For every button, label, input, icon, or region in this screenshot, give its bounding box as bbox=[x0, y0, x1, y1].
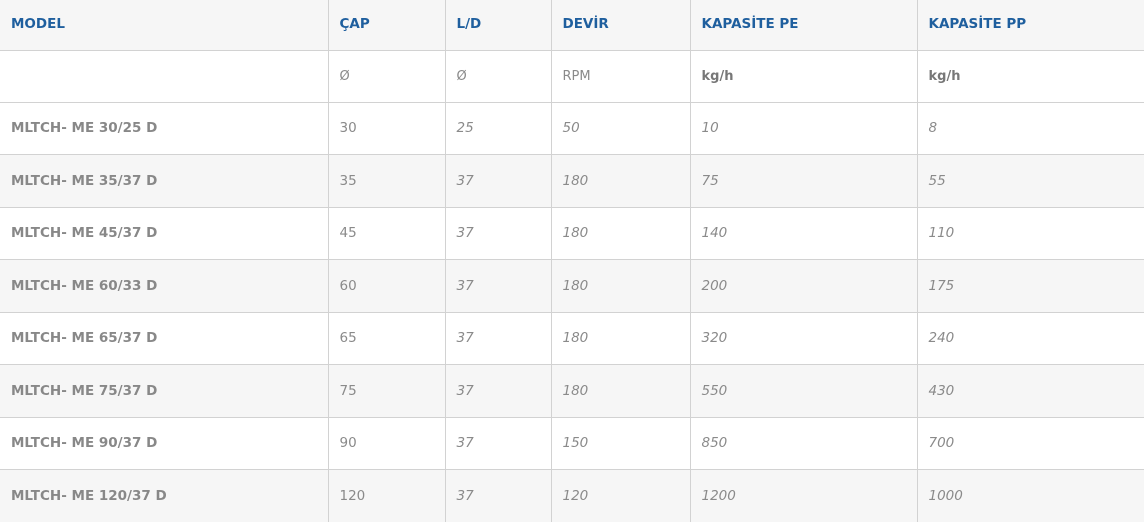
value-cell: 90 bbox=[327, 417, 445, 470]
value-cell: 50 bbox=[550, 102, 690, 155]
value-cell: 10 bbox=[689, 102, 917, 155]
value-cell: 55 bbox=[916, 154, 1144, 208]
data-row: MLTCH- ME 45/37 D 45 37 180 140 110 bbox=[0, 207, 1144, 260]
value-cell: 120 bbox=[327, 469, 445, 522]
value-cell: 200 bbox=[689, 259, 917, 313]
value-cell: 180 bbox=[550, 259, 690, 313]
data-row: MLTCH- ME 75/37 D 75 37 180 550 430 bbox=[0, 364, 1144, 418]
value-cell: 25 bbox=[444, 102, 551, 155]
header-cell: ÇAP bbox=[327, 0, 445, 51]
value-cell: 37 bbox=[444, 207, 551, 260]
model-cell: MLTCH- ME 75/37 D bbox=[0, 364, 328, 418]
header-cell: L/D bbox=[444, 0, 551, 51]
value-cell: 550 bbox=[689, 364, 917, 418]
value-cell: 1200 bbox=[689, 469, 917, 522]
model-cell: MLTCH- ME 90/37 D bbox=[0, 417, 328, 470]
value-cell: 850 bbox=[689, 417, 917, 470]
value-cell: 180 bbox=[550, 312, 690, 365]
unit-cell: Ø bbox=[444, 50, 551, 103]
model-cell: MLTCH- ME 30/25 D bbox=[0, 102, 328, 155]
header-cell: DEVİR bbox=[550, 0, 690, 51]
unit-cell: kg/h bbox=[916, 50, 1144, 103]
table-body: Ø Ø RPM kg/h kg/h MLTCH- ME 30/25 D 30 25 50 10 8… bbox=[0, 50, 1144, 522]
data-row: MLTCH- ME 90/37 D 90 37 150 850 700 bbox=[0, 417, 1144, 470]
model-cell: MLTCH- ME 35/37 D bbox=[0, 154, 328, 208]
data-row: MLTCH- ME 30/25 D 30 25 50 10 8 bbox=[0, 102, 1144, 155]
value-cell: 180 bbox=[550, 154, 690, 208]
value-cell: 37 bbox=[444, 417, 551, 470]
units-row: Ø Ø RPM kg/h kg/h bbox=[0, 50, 1144, 103]
value-cell: 140 bbox=[689, 207, 917, 260]
unit-cell: Ø bbox=[327, 50, 445, 103]
value-cell: 175 bbox=[916, 259, 1144, 313]
header-cell: KAPASİTE PP bbox=[916, 0, 1144, 51]
data-row: MLTCH- ME 60/33 D 60 37 180 200 175 bbox=[0, 259, 1144, 313]
value-cell: 110 bbox=[916, 207, 1144, 260]
value-cell: 240 bbox=[916, 312, 1144, 365]
unit-cell: kg/h bbox=[689, 50, 917, 103]
value-cell: 75 bbox=[327, 364, 445, 418]
value-cell: 430 bbox=[916, 364, 1144, 418]
value-cell: 37 bbox=[444, 154, 551, 208]
value-cell: 30 bbox=[327, 102, 445, 155]
value-cell: 320 bbox=[689, 312, 917, 365]
model-cell: MLTCH- ME 45/37 D bbox=[0, 207, 328, 260]
value-cell: 180 bbox=[550, 364, 690, 418]
value-cell: 1000 bbox=[916, 469, 1144, 522]
data-row: MLTCH- ME 65/37 D 65 37 180 320 240 bbox=[0, 312, 1144, 365]
value-cell: 60 bbox=[327, 259, 445, 313]
value-cell: 700 bbox=[916, 417, 1144, 470]
data-row: MLTCH- ME 120/37 D 120 37 120 1200 1000 bbox=[0, 469, 1144, 522]
header-row: MODEL ÇAP L/D DEVİR KAPASİTE PE KAPASİTE PP bbox=[0, 0, 1144, 51]
value-cell: 180 bbox=[550, 207, 690, 260]
empty-cell bbox=[0, 50, 328, 103]
data-row: MLTCH- ME 35/37 D 35 37 180 75 55 bbox=[0, 154, 1144, 208]
header-cell: MODEL bbox=[0, 0, 328, 51]
value-cell: 37 bbox=[444, 469, 551, 522]
value-cell: 8 bbox=[916, 102, 1144, 155]
unit-cell: RPM bbox=[550, 50, 690, 103]
value-cell: 75 bbox=[689, 154, 917, 208]
value-cell: 37 bbox=[444, 312, 551, 365]
value-cell: 37 bbox=[444, 259, 551, 313]
model-cell: MLTCH- ME 120/37 D bbox=[11, 487, 167, 504]
value-cell: 37 bbox=[444, 364, 551, 418]
value-cell: 120 bbox=[550, 469, 690, 522]
value-cell: 45 bbox=[327, 207, 445, 260]
model-cell: MLTCH- ME 60/33 D bbox=[0, 259, 328, 313]
model-cell: MLTCH- ME 65/37 D bbox=[0, 312, 328, 365]
header-cell: KAPASİTE PE bbox=[689, 0, 917, 51]
value-cell: 150 bbox=[550, 417, 690, 470]
value-cell: 65 bbox=[327, 312, 445, 365]
value-cell: 35 bbox=[327, 154, 445, 208]
